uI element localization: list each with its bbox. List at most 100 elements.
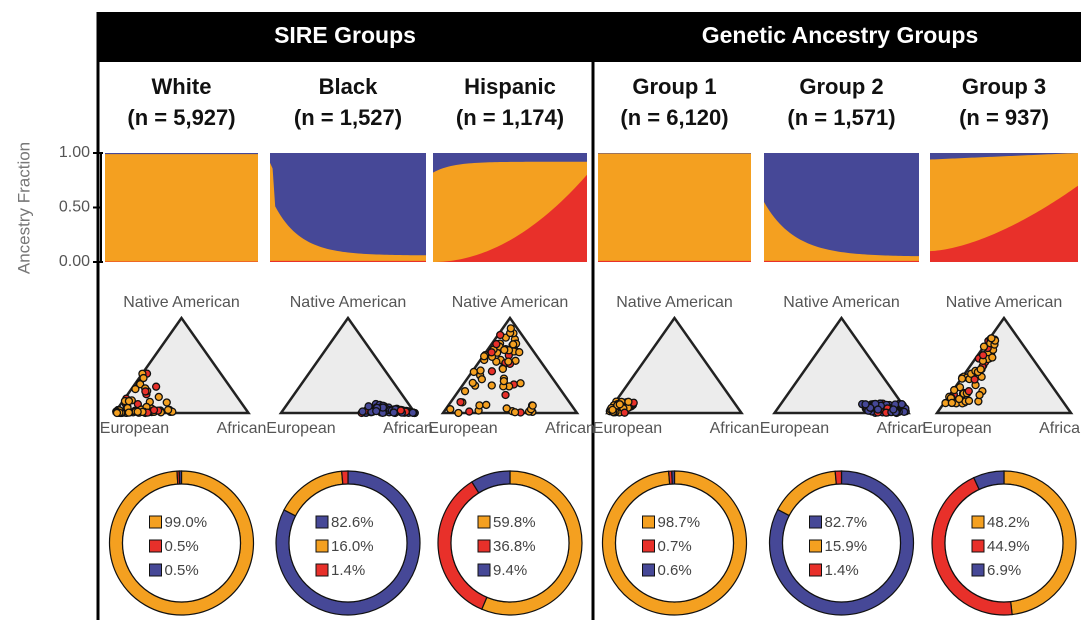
ternary-point: [364, 402, 373, 411]
legend-swatch: [149, 563, 162, 577]
donut-label: 15.9%: [825, 538, 868, 555]
y-tick-label: 1.00: [59, 144, 90, 161]
ancestry-band: [433, 153, 587, 173]
donut-label: 9.4%: [493, 562, 527, 579]
ancestry-band: [433, 174, 587, 262]
ternary-point: [500, 345, 509, 355]
ternary-point: [454, 408, 463, 418]
ternary-point: [950, 385, 959, 395]
header-left: SIRE Groups: [274, 22, 416, 48]
ternary-point: [957, 374, 967, 383]
ancestry-band: [764, 260, 919, 262]
ternary-right: African: [545, 420, 595, 437]
ternary-point: [487, 381, 496, 390]
ternary-point: [154, 392, 163, 402]
ternary-point: [162, 398, 171, 407]
donut-label: 59.8%: [493, 514, 536, 531]
ancestry-band: [105, 261, 258, 262]
ancestry-band: [930, 153, 1078, 160]
legend-swatch: [971, 515, 985, 529]
ternary-point: [446, 405, 455, 414]
ternary-point: [139, 373, 148, 383]
legend-swatch: [149, 515, 162, 529]
ternary-top: Native American: [123, 294, 240, 311]
ternary-triangle: [278, 315, 418, 415]
ancestry-band: [930, 185, 1078, 262]
donut-label: 16.0%: [331, 538, 374, 555]
legend-swatch: [642, 539, 655, 553]
ternary-point: [141, 387, 150, 396]
y-tick-label: 0.50: [59, 199, 90, 216]
ternary-point: [615, 400, 624, 409]
ternary-point: [468, 378, 477, 388]
ternary-point: [133, 407, 142, 416]
ternary-point: [515, 348, 524, 357]
donut-label: 48.2%: [987, 514, 1030, 531]
ternary-point: [498, 364, 508, 374]
ternary-point: [510, 408, 520, 417]
ternary-top: Native American: [783, 294, 900, 311]
ternary-point: [124, 408, 134, 417]
ternary-point: [608, 405, 617, 415]
ternary-point: [482, 400, 491, 410]
panel-subtitle: (n = 937): [959, 105, 1049, 130]
y-tick-label: 0.00: [59, 253, 90, 270]
panel-title: Hispanic: [464, 74, 556, 99]
ternary-point: [516, 379, 525, 388]
ternary-right: African: [1039, 420, 1081, 437]
ternary-top: Native American: [290, 294, 407, 311]
ternary-point: [624, 397, 633, 406]
donut-label: 36.8%: [493, 538, 536, 555]
ternary-point: [131, 384, 140, 394]
legend-swatch: [809, 539, 822, 553]
ternary-left: European: [922, 420, 991, 437]
ternary-point: [978, 351, 988, 360]
donut-label: 0.7%: [658, 538, 692, 555]
donut-label: 0.5%: [165, 538, 199, 555]
ternary-point: [620, 408, 629, 417]
ternary-point: [502, 404, 511, 413]
ternary-point: [496, 330, 505, 340]
legend-swatch: [809, 515, 822, 529]
ternary-left: European: [100, 420, 169, 437]
ternary-point: [476, 366, 485, 375]
panel-title: Group 3: [962, 74, 1046, 99]
ancestry-band: [598, 153, 751, 154]
ternary-point: [964, 387, 973, 396]
legend-swatch: [809, 563, 822, 577]
donut-slice: [671, 470, 676, 485]
ternary-point: [975, 390, 984, 400]
legend-swatch: [971, 539, 985, 553]
donut-slice: [834, 470, 843, 485]
ternary-point: [456, 397, 465, 407]
ancestry-base: [598, 153, 751, 262]
panel-subtitle: (n = 5,927): [127, 105, 235, 130]
ternary-point: [389, 408, 398, 417]
panel-subtitle: (n = 1,571): [787, 105, 895, 130]
panel-subtitle: (n = 6,120): [620, 105, 728, 130]
panel-title: White: [152, 74, 212, 99]
ternary-point: [475, 401, 484, 410]
legend-swatch: [149, 539, 162, 553]
donut-label: 98.7%: [658, 514, 701, 531]
ternary-point: [408, 408, 417, 417]
ternary-point: [987, 334, 996, 343]
ternary-point: [861, 400, 870, 409]
ternary-point: [396, 406, 405, 415]
donut-label: 1.4%: [825, 562, 859, 579]
ancestry-base: [105, 153, 258, 262]
ternary-triangle: [605, 315, 744, 415]
donut-label: 44.9%: [987, 538, 1030, 555]
ternary-point: [988, 353, 997, 362]
ternary-point: [499, 377, 509, 386]
ternary-point: [504, 357, 513, 366]
ternary-left: European: [266, 420, 335, 437]
donut-label: 82.6%: [331, 514, 374, 531]
ancestry-band: [105, 153, 258, 155]
legend-swatch: [477, 539, 491, 553]
ternary-right: African: [217, 420, 267, 437]
donut-slice: [341, 470, 349, 485]
ternary-point: [506, 324, 515, 333]
ternary-point: [477, 375, 487, 384]
